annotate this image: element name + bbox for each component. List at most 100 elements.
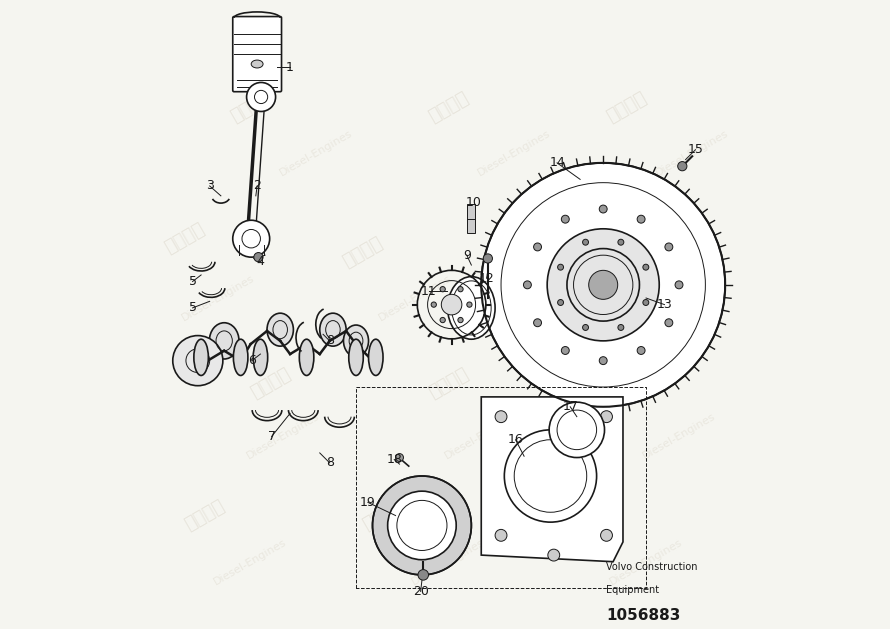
Circle shape [388, 491, 457, 560]
Circle shape [483, 254, 492, 263]
Circle shape [466, 302, 472, 307]
Text: 7: 7 [268, 430, 276, 443]
Circle shape [637, 215, 645, 223]
Text: 16: 16 [507, 433, 523, 446]
Circle shape [665, 243, 673, 251]
Circle shape [431, 302, 436, 307]
Circle shape [481, 163, 725, 407]
Circle shape [562, 347, 570, 355]
Text: 14: 14 [549, 157, 565, 169]
Text: 17: 17 [562, 400, 578, 413]
Text: 15: 15 [688, 143, 703, 156]
Text: 1: 1 [287, 61, 294, 74]
Circle shape [618, 239, 624, 245]
Ellipse shape [344, 325, 368, 357]
Text: 紫发动力: 紫发动力 [161, 220, 207, 257]
Text: Diesel-Engines: Diesel-Engines [213, 537, 288, 587]
Circle shape [173, 336, 222, 386]
Circle shape [583, 239, 588, 245]
Text: Diesel-Engines: Diesel-Engines [575, 273, 651, 323]
Circle shape [495, 530, 507, 542]
Circle shape [548, 549, 560, 561]
Text: Diesel-Engines: Diesel-Engines [654, 128, 731, 178]
Circle shape [665, 319, 673, 326]
Circle shape [599, 205, 607, 213]
Circle shape [441, 294, 462, 315]
Text: 11: 11 [421, 285, 436, 298]
Text: 紫发动力: 紫发动力 [182, 497, 228, 534]
Circle shape [440, 318, 445, 323]
Text: 8: 8 [326, 456, 334, 469]
Polygon shape [481, 397, 623, 562]
Circle shape [675, 281, 683, 289]
Circle shape [254, 252, 263, 262]
Ellipse shape [448, 277, 495, 339]
Bar [467, 204, 475, 233]
Text: Diesel-Engines: Diesel-Engines [443, 411, 520, 462]
Text: 紫发动力: 紫发动力 [339, 233, 385, 270]
Ellipse shape [349, 339, 363, 376]
Circle shape [549, 402, 604, 457]
Circle shape [558, 264, 563, 270]
Text: 8: 8 [326, 335, 334, 347]
FancyBboxPatch shape [233, 16, 281, 92]
Ellipse shape [320, 313, 346, 346]
Circle shape [677, 162, 687, 171]
Ellipse shape [368, 339, 383, 376]
Ellipse shape [209, 323, 239, 359]
Text: Diesel-Engines: Diesel-Engines [180, 273, 255, 323]
Ellipse shape [267, 313, 294, 346]
Text: 4: 4 [256, 255, 264, 268]
Text: 紫发动力: 紫发动力 [524, 233, 570, 270]
Circle shape [547, 229, 659, 341]
Text: 3: 3 [206, 179, 214, 192]
Circle shape [418, 570, 428, 580]
Circle shape [534, 319, 541, 326]
Text: 1056883: 1056883 [606, 608, 681, 623]
Circle shape [643, 299, 649, 306]
Text: 5: 5 [189, 301, 197, 314]
Circle shape [583, 325, 588, 330]
Circle shape [618, 325, 624, 330]
Circle shape [395, 454, 403, 462]
Circle shape [495, 411, 507, 423]
Text: 5: 5 [189, 275, 197, 288]
Circle shape [534, 243, 541, 251]
Text: Diesel-Engines: Diesel-Engines [641, 411, 717, 462]
Text: 紫发动力: 紫发动力 [603, 365, 650, 403]
Text: 12: 12 [479, 272, 495, 285]
Text: 9: 9 [463, 248, 471, 262]
Text: 紫发动力: 紫发动力 [360, 497, 406, 534]
Circle shape [233, 220, 270, 257]
Text: Diesel-Engines: Diesel-Engines [246, 411, 321, 462]
Circle shape [599, 357, 607, 365]
Text: Diesel-Engines: Diesel-Engines [377, 273, 454, 323]
Circle shape [601, 530, 612, 542]
Text: Diesel-Engines: Diesel-Engines [279, 128, 354, 178]
Text: Diesel-Engines: Diesel-Engines [476, 128, 553, 178]
Ellipse shape [194, 339, 208, 376]
Circle shape [588, 270, 618, 299]
Text: 18: 18 [386, 453, 402, 466]
Text: Volvo Construction: Volvo Construction [606, 562, 698, 572]
Text: 紫发动力: 紫发动力 [603, 88, 650, 125]
Text: Equipment: Equipment [606, 585, 659, 595]
Text: 10: 10 [465, 196, 481, 209]
Text: 19: 19 [360, 496, 376, 509]
Text: 13: 13 [657, 298, 672, 311]
Circle shape [457, 287, 463, 292]
Circle shape [440, 287, 445, 292]
Circle shape [637, 347, 645, 355]
Ellipse shape [233, 339, 248, 376]
Text: 紫发动力: 紫发动力 [425, 365, 472, 403]
Circle shape [601, 411, 612, 423]
Ellipse shape [251, 60, 263, 68]
Text: 紫发动力: 紫发动力 [425, 88, 472, 125]
Circle shape [457, 318, 463, 323]
Circle shape [558, 299, 563, 306]
Text: Diesel-Engines: Diesel-Engines [410, 537, 487, 587]
Text: 6: 6 [248, 354, 255, 367]
Text: 紫发动力: 紫发动力 [228, 88, 273, 125]
Text: 紫发动力: 紫发动力 [247, 365, 294, 403]
Circle shape [373, 476, 472, 575]
